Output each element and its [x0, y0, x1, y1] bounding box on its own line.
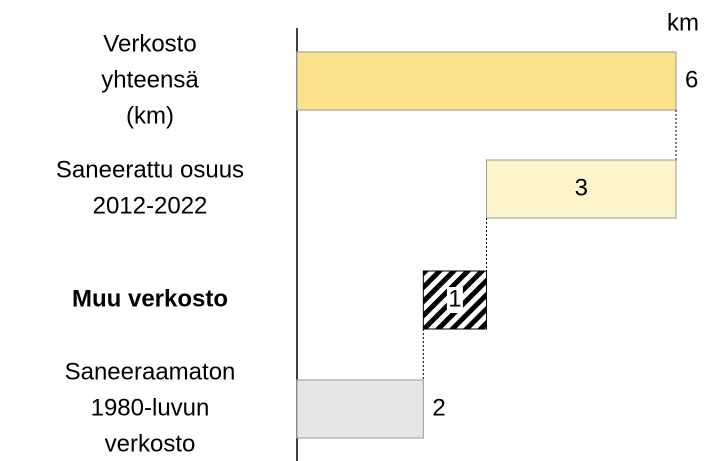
category-label: (km) — [126, 102, 174, 129]
category-label: Muu verkosto — [72, 285, 228, 312]
bar — [296, 51, 677, 111]
label-bg — [446, 287, 463, 313]
bar — [296, 379, 424, 439]
category-label: verkosto — [105, 430, 196, 457]
category-label: 2012-2022 — [93, 192, 208, 219]
category-label: 1980-luvun — [91, 394, 210, 421]
value-label: 6 — [685, 66, 698, 93]
category-label: yhteensä — [101, 66, 199, 93]
category-label: Saneeraamaton — [65, 358, 236, 385]
category-label: Saneerattu osuus — [56, 156, 244, 183]
bar — [486, 159, 677, 219]
value-label: 2 — [432, 394, 445, 421]
value-label: 3 — [575, 174, 588, 201]
value-label: 1 — [448, 285, 461, 312]
unit-label: km — [667, 9, 699, 36]
category-label: Verkosto — [103, 30, 196, 57]
